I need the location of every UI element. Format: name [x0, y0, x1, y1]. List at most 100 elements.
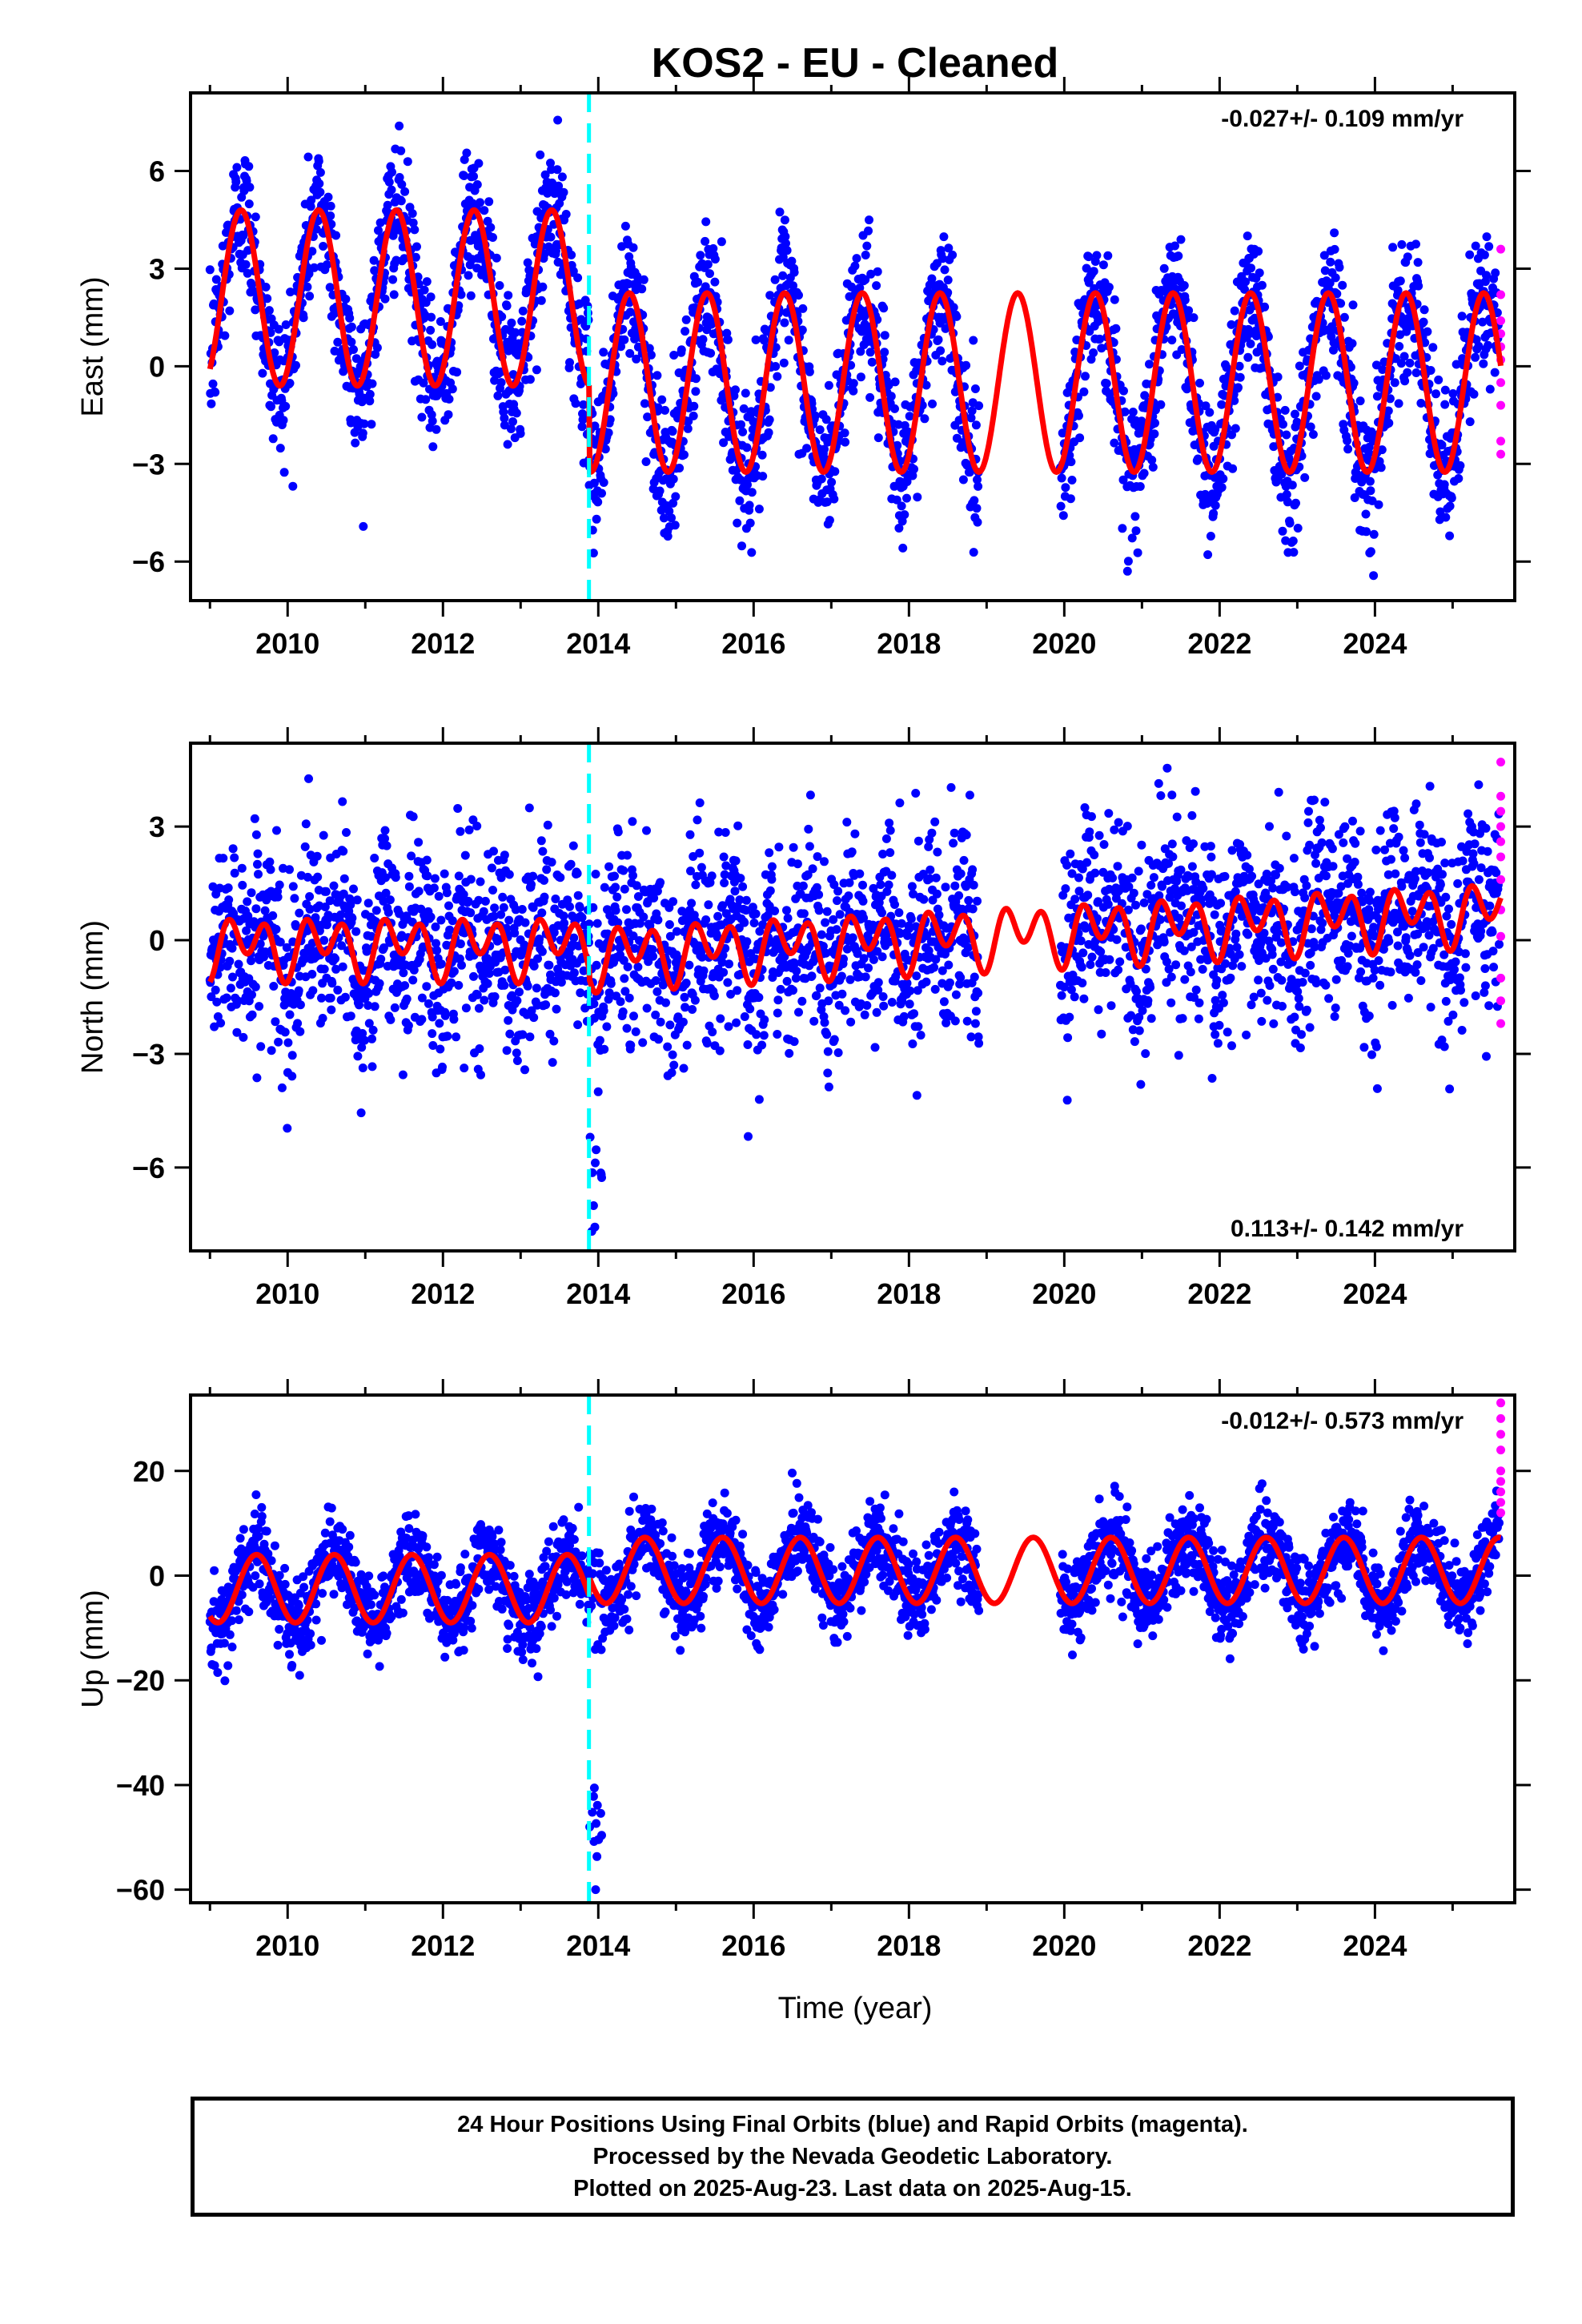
data-point	[226, 983, 235, 993]
data-point	[281, 320, 291, 329]
data-point	[272, 826, 281, 835]
data-point	[742, 937, 752, 947]
data-point	[616, 997, 625, 1007]
data-point	[448, 384, 457, 394]
data-point	[653, 915, 663, 925]
data-point	[886, 392, 896, 401]
data-point	[438, 1062, 447, 1072]
data-point	[665, 1020, 675, 1030]
data-point	[931, 873, 941, 883]
data-point	[444, 394, 454, 404]
data-point	[1255, 268, 1264, 278]
data-point	[307, 247, 317, 256]
data-point	[363, 899, 373, 908]
data-point	[1115, 957, 1125, 967]
data-point	[1484, 242, 1494, 251]
data-point	[773, 1008, 782, 1018]
data-point	[512, 1056, 522, 1065]
data-point	[613, 827, 623, 837]
data-point	[460, 1063, 469, 1073]
data-point	[460, 155, 469, 164]
data-point	[962, 1016, 972, 1026]
data-point	[829, 1035, 839, 1044]
data-point	[283, 1038, 293, 1047]
data-point	[858, 880, 867, 890]
data-point	[599, 348, 608, 357]
data-point	[845, 975, 855, 984]
x-tick-label: 2024	[1343, 627, 1407, 660]
data-point	[1411, 239, 1420, 249]
data-point	[1193, 454, 1203, 464]
data-point	[591, 870, 600, 879]
data-point	[225, 306, 235, 316]
data-point	[707, 871, 717, 881]
data-point	[508, 370, 518, 380]
data-point	[638, 1038, 648, 1047]
rapid-data-point	[1496, 449, 1506, 459]
data-point	[1484, 340, 1493, 350]
data-point	[216, 1019, 226, 1027]
data-point	[1428, 343, 1438, 352]
data-point	[849, 379, 858, 388]
data-point	[1110, 438, 1119, 448]
data-point	[927, 828, 937, 838]
data-point	[745, 501, 754, 510]
data-point	[701, 915, 711, 924]
data-point	[281, 401, 291, 411]
data-point	[254, 870, 263, 879]
data-point	[408, 209, 417, 219]
data-point	[454, 980, 464, 990]
data-point	[639, 275, 648, 284]
data-point	[1128, 408, 1138, 416]
data-point	[885, 818, 894, 828]
data-point	[256, 1042, 266, 1051]
data-point	[367, 1062, 377, 1072]
data-point	[327, 1005, 336, 1015]
data-point	[858, 896, 868, 906]
data-point	[1176, 865, 1186, 875]
data-point	[1085, 827, 1094, 837]
data-point	[862, 241, 872, 251]
data-point	[571, 399, 580, 408]
data-point	[436, 317, 445, 326]
data-point	[865, 215, 873, 225]
data-point	[359, 521, 368, 531]
data-point	[810, 411, 820, 420]
data-point	[504, 1015, 513, 1025]
data-point	[338, 797, 347, 806]
chart-title: KOS2 - EU - Cleaned	[652, 40, 1059, 86]
data-point	[592, 514, 601, 524]
data-point	[625, 348, 635, 358]
data-point	[1491, 268, 1500, 278]
data-point	[572, 869, 582, 879]
data-point	[974, 481, 983, 491]
data-point	[466, 908, 476, 918]
data-point	[400, 187, 410, 196]
data-point	[721, 828, 730, 837]
data-point	[1447, 493, 1456, 503]
data-point	[965, 790, 974, 800]
data-point	[452, 1032, 461, 1042]
data-point	[970, 1019, 980, 1028]
data-point	[824, 1082, 833, 1092]
data-point	[207, 399, 216, 408]
data-point	[568, 841, 578, 850]
data-point	[798, 304, 808, 313]
data-point	[733, 518, 742, 528]
data-point	[619, 866, 628, 875]
data-point	[359, 419, 369, 428]
data-point	[710, 255, 720, 264]
data-point	[1110, 825, 1119, 834]
data-point	[667, 1068, 677, 1077]
data-point	[1480, 250, 1489, 259]
data-point	[1167, 336, 1177, 345]
data-point	[879, 304, 889, 313]
data-point	[691, 387, 701, 396]
data-point	[426, 292, 436, 302]
data-point	[543, 820, 552, 830]
data-point	[848, 933, 857, 943]
data-point	[1441, 513, 1451, 522]
data-point	[592, 919, 602, 928]
data-point	[822, 1030, 832, 1039]
data-point	[859, 954, 869, 963]
